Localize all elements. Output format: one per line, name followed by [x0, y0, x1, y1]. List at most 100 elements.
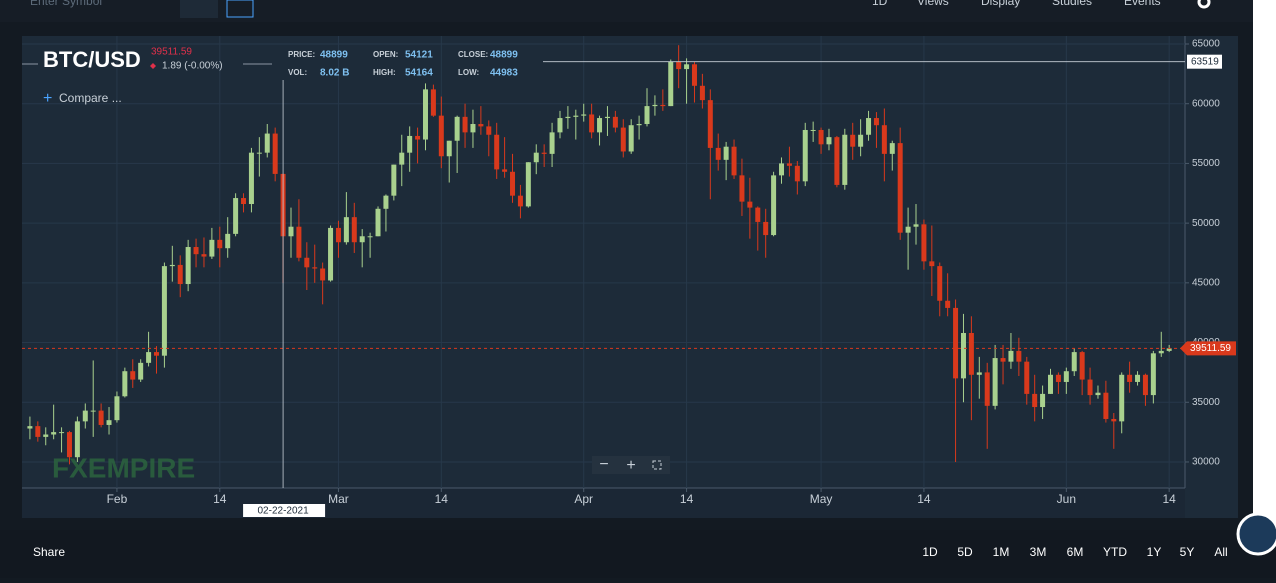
candle-body	[114, 396, 120, 421]
candle-body	[209, 239, 215, 257]
x-tick-label: May	[810, 492, 833, 506]
range-button[interactable]: YTD	[1103, 545, 1127, 559]
candle-body	[430, 89, 436, 116]
symbol-title: BTC/USD	[43, 47, 141, 72]
candle-body	[889, 143, 895, 154]
legend-label: VOL:	[288, 68, 307, 77]
candle-body	[1071, 352, 1077, 372]
candle-body	[217, 239, 223, 249]
toolbar-item[interactable]: 1D	[872, 0, 888, 8]
settings-icon[interactable]	[1197, 0, 1211, 9]
zoom-out[interactable]: −	[599, 456, 608, 473]
fullscreen[interactable]	[652, 460, 662, 470]
legend-label: CLOSE:	[458, 50, 488, 59]
candle-body	[1135, 374, 1141, 382]
candle-body	[747, 201, 753, 208]
candle-body	[1095, 392, 1101, 396]
x-axis-area	[22, 488, 1185, 518]
candle-body	[723, 146, 729, 160]
candle-body	[66, 432, 72, 458]
candle-body	[185, 247, 191, 285]
range-button[interactable]: 3M	[1030, 545, 1047, 559]
legend-label: OPEN:	[373, 50, 398, 59]
candle-body	[43, 434, 49, 437]
candle-body	[59, 432, 65, 434]
candle-body	[193, 247, 199, 255]
candle-body	[945, 300, 951, 308]
share-button[interactable]: Share	[33, 545, 65, 559]
candle-body	[960, 332, 966, 379]
candle-body	[288, 226, 294, 237]
candle-body	[27, 426, 33, 429]
candle-body	[707, 100, 713, 148]
x-tick-label: 14	[435, 492, 449, 506]
candle-body	[684, 64, 690, 70]
candle-body	[343, 217, 349, 243]
zoom-in[interactable]: +	[626, 457, 635, 474]
candle-body	[636, 124, 642, 126]
candle-body	[913, 224, 919, 227]
candle-body	[225, 233, 231, 249]
candle-body	[992, 358, 998, 406]
range-button[interactable]: 1D	[922, 545, 938, 559]
legend-value: 8.02 B	[320, 68, 349, 79]
candle-body	[256, 152, 262, 154]
y-tick-label: 60000	[1192, 98, 1220, 109]
compare-icon[interactable]: +	[43, 90, 52, 107]
range-button[interactable]: All	[1214, 545, 1227, 559]
candle-body	[351, 217, 357, 243]
candle-body	[494, 134, 500, 170]
y-tick-label: 55000	[1192, 158, 1220, 169]
candle-body	[612, 116, 618, 128]
toolbar-item[interactable]: Display	[981, 0, 1020, 8]
candle-body	[1079, 352, 1085, 380]
candle-body	[794, 165, 800, 182]
candle-body	[454, 116, 460, 141]
candle-body	[122, 371, 128, 397]
candle-body	[320, 268, 326, 281]
x-tick-label: Mar	[328, 492, 349, 506]
tool-button[interactable]	[180, 0, 218, 18]
candle-body	[98, 410, 104, 425]
x-tick-label: 14	[1162, 492, 1176, 506]
candle-body	[1119, 374, 1125, 422]
range-button[interactable]: 1M	[993, 545, 1010, 559]
help-button[interactable]	[1236, 512, 1276, 556]
candle-body	[1055, 374, 1061, 382]
candle-body	[422, 89, 428, 140]
candle-body	[834, 137, 840, 185]
candle-body	[201, 254, 207, 257]
candle-body	[407, 135, 413, 153]
candle-body	[177, 264, 183, 285]
x-tick-label: Feb	[107, 492, 128, 506]
tool-button[interactable]	[226, 0, 254, 18]
toolbar-item[interactable]: Events	[1124, 0, 1161, 8]
range-button[interactable]: 1Y	[1147, 545, 1162, 559]
candle-body	[715, 147, 721, 160]
legend-value: 54121	[405, 50, 433, 61]
symbol-input[interactable]: Enter Symbol	[30, 0, 102, 8]
candle-body	[660, 104, 666, 107]
candle-body	[446, 140, 452, 157]
candle-body	[1016, 350, 1022, 362]
toolbar-item[interactable]: Views	[917, 0, 949, 8]
page-edge	[1253, 0, 1276, 530]
candle-body	[233, 198, 239, 234]
candle-body	[1111, 418, 1117, 422]
x-tick-label: 14	[917, 492, 931, 506]
candle-body	[35, 426, 41, 437]
range-button[interactable]: 5Y	[1180, 545, 1195, 559]
range-button[interactable]: 6M	[1067, 545, 1084, 559]
legend-label: LOW:	[458, 68, 479, 77]
candle-body	[383, 195, 389, 209]
x-tick-label: Apr	[574, 492, 593, 506]
candle-body	[517, 195, 523, 207]
candle-body	[581, 114, 587, 116]
compare-button[interactable]: Compare ...	[59, 91, 122, 105]
candle-body	[1142, 374, 1148, 396]
down-arrow	[150, 63, 156, 69]
candle-body	[873, 118, 879, 126]
range-button[interactable]: 5D	[957, 545, 973, 559]
toolbar-item[interactable]: Studies	[1052, 0, 1092, 8]
candle-body	[312, 267, 318, 269]
